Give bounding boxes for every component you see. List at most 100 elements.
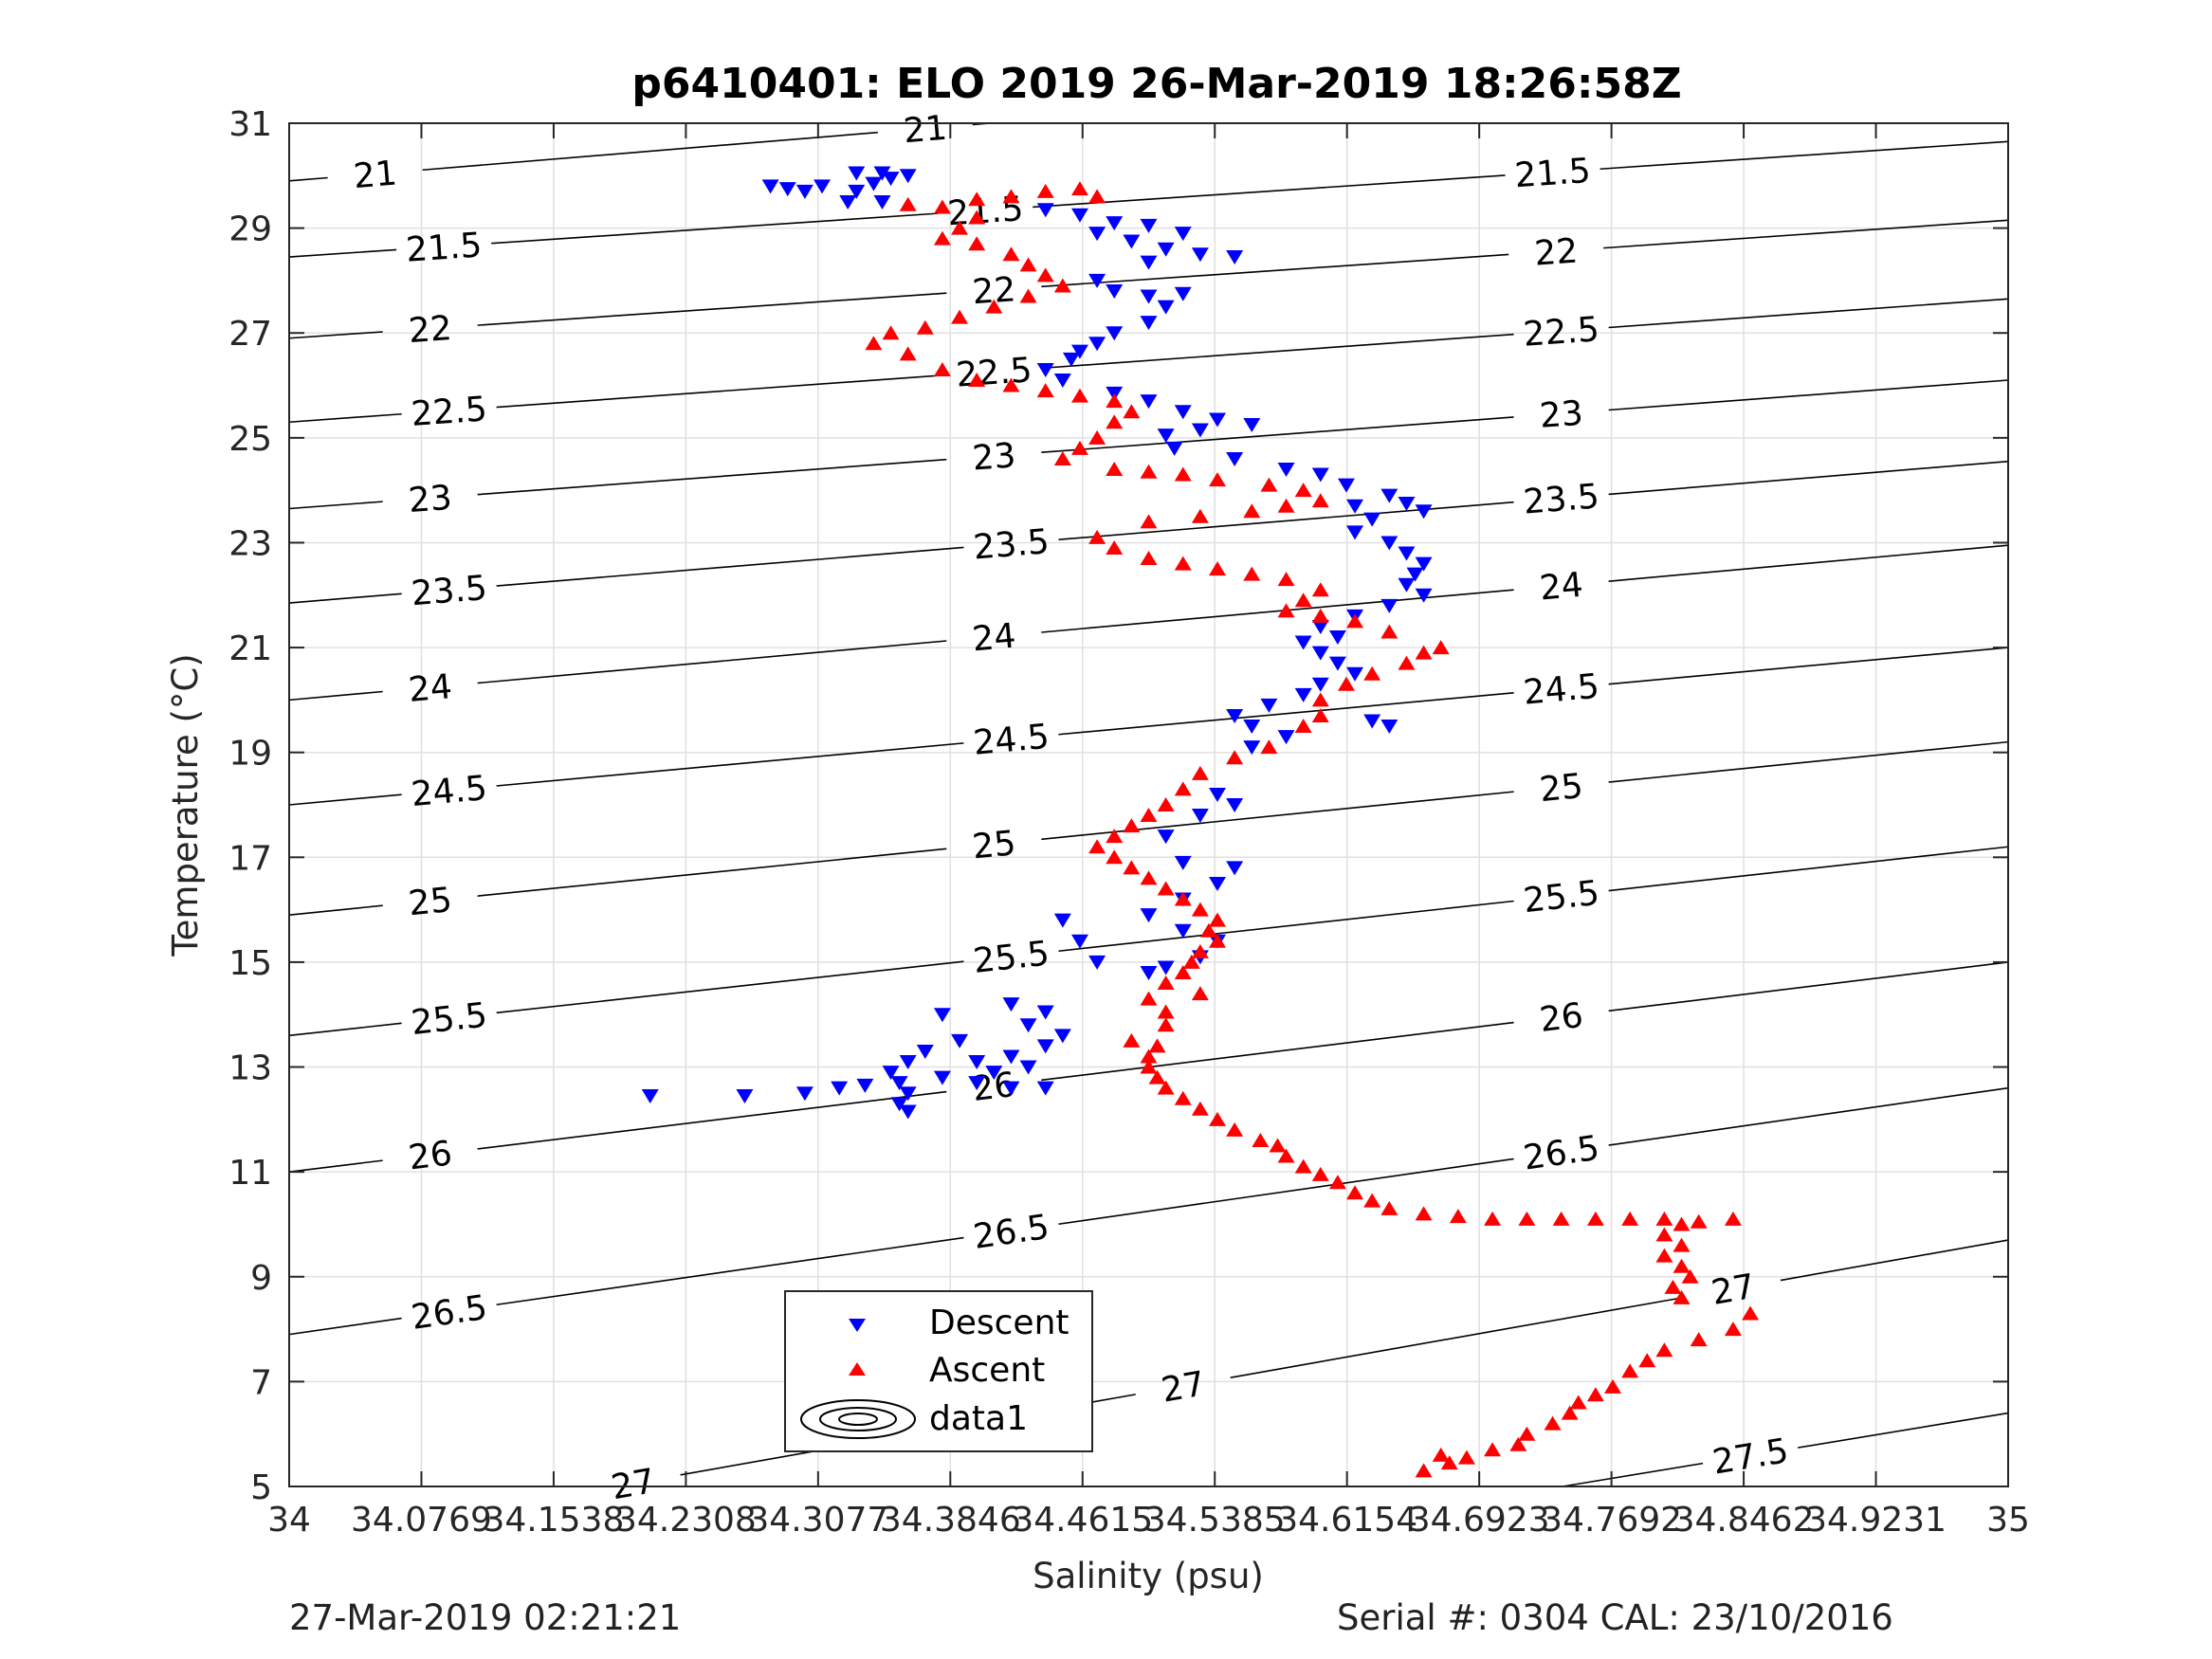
ascent-point	[1123, 818, 1141, 833]
density-contour-line	[1033, 174, 1506, 209]
x-tick-label: 34.0769	[351, 1501, 492, 1540]
ascent-point	[1277, 1148, 1295, 1163]
descent-point	[968, 1055, 986, 1070]
descent-point	[1191, 247, 1209, 263]
legend-contour-icon	[800, 1399, 916, 1439]
ascent-point	[1604, 1378, 1622, 1394]
ascent-point	[985, 299, 1003, 314]
legend: Descent Ascent data1	[784, 1290, 1093, 1452]
descent-point	[1036, 1005, 1054, 1020]
descent-point	[1260, 698, 1278, 713]
ascent-point	[1655, 1211, 1673, 1226]
ascent-point	[1070, 388, 1088, 403]
density-contour-label: 23.5	[1522, 477, 1600, 521]
density-contour-line	[1600, 140, 2009, 171]
ascent-point	[1586, 1211, 1604, 1226]
ascent-point	[1088, 839, 1106, 854]
ascent-point	[1148, 1069, 1166, 1085]
y-tick-label: 31	[229, 105, 272, 144]
ascent-point	[1106, 414, 1124, 429]
descent-point	[1157, 830, 1175, 845]
y-tick-label: 25	[229, 420, 272, 459]
ascent-point	[1294, 719, 1312, 734]
y-tick-label: 11	[229, 1154, 272, 1193]
x-tick-label: 34.1538	[483, 1501, 624, 1540]
y-axis-label: Temperature (°C)	[165, 653, 206, 957]
density-contour-line	[288, 690, 383, 702]
descent-point	[1002, 997, 1020, 1012]
ascent-point	[1294, 592, 1312, 608]
descent-point	[1174, 855, 1192, 870]
descent-point	[1226, 451, 1244, 466]
density-contour-line	[1608, 379, 2009, 411]
descent-point	[1277, 730, 1295, 745]
density-contour-label: 24.5	[1522, 667, 1601, 713]
y-tick-label: 17	[229, 839, 272, 878]
ascent-point	[968, 191, 986, 207]
ascent-point	[1277, 498, 1295, 513]
density-contour-line	[1608, 1086, 2009, 1146]
ascent-point	[1002, 377, 1020, 392]
descent-point	[1346, 666, 1364, 682]
ascent-point	[1586, 1387, 1604, 1402]
descent-point	[814, 179, 832, 194]
ascent-point	[1673, 1289, 1691, 1304]
ascent-point	[1209, 933, 1227, 948]
density-contour-line	[1041, 589, 1514, 633]
descent-point	[1140, 908, 1158, 923]
descent-point	[848, 184, 866, 199]
ascent-point	[1673, 1216, 1691, 1231]
descent-point	[1226, 250, 1244, 265]
ascent-point	[1673, 1237, 1691, 1252]
descent-point	[1174, 227, 1192, 242]
ascent-point	[1174, 1090, 1192, 1105]
ascent-point	[1561, 1405, 1579, 1420]
ascent-point	[933, 199, 951, 214]
ascent-point	[1415, 645, 1433, 660]
density-contour-line	[477, 1090, 947, 1150]
descent-point	[1140, 394, 1158, 410]
density-contour-label: 26	[1538, 996, 1585, 1040]
ascent-point	[1070, 181, 1088, 196]
descent-point	[641, 1088, 659, 1103]
descent-point	[1088, 273, 1106, 288]
descent-point	[1157, 428, 1175, 444]
descent-point	[1328, 656, 1346, 671]
density-contour-label: 23.5	[410, 569, 488, 613]
ascent-point	[1174, 964, 1192, 979]
ascent-point	[968, 236, 986, 251]
legend-data1-label: data1	[929, 1399, 1028, 1438]
ascent-point	[1484, 1211, 1502, 1226]
descent-point	[1106, 326, 1124, 341]
density-contour-line	[288, 1317, 402, 1336]
ascent-point	[1157, 975, 1175, 991]
descent-point	[1053, 374, 1071, 389]
ascent-point	[1681, 1268, 1699, 1284]
ascent-point	[1019, 288, 1037, 303]
density-contours: 212121.521.521.522222222.522.522.5232323…	[288, 109, 2009, 1507]
ascent-point	[933, 361, 951, 376]
x-axis: 34 34.076934.153834.230834.307734.384634.…	[267, 123, 2030, 1540]
ascent-point	[1518, 1426, 1536, 1441]
descent-point	[795, 184, 814, 199]
ascent-point	[1415, 1463, 1433, 1478]
density-contour-label: 22.5	[410, 390, 488, 434]
density-contour-line	[1041, 791, 1514, 841]
descent-point	[1157, 242, 1175, 257]
density-contour-line	[496, 546, 964, 587]
descent-point	[1406, 567, 1424, 582]
ascent-point	[865, 336, 883, 351]
ascent-point	[1036, 383, 1054, 398]
ascent-point	[1088, 189, 1106, 204]
density-contour-label: 21	[352, 155, 398, 197]
descent-point	[1157, 960, 1175, 975]
density-contour-line	[477, 292, 947, 326]
descent-point	[1106, 216, 1124, 231]
ascent-point	[1346, 613, 1364, 629]
density-contour-line	[1041, 333, 1514, 370]
descent-point	[899, 169, 917, 184]
density-contour-line	[1608, 846, 2009, 892]
ascent-point	[1019, 257, 1037, 272]
ascent-point	[1260, 477, 1278, 492]
ascent-point	[1182, 954, 1200, 969]
